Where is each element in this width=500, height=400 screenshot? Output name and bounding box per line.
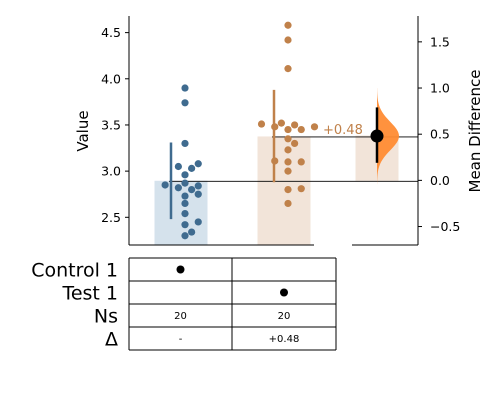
data-point xyxy=(181,84,189,92)
data-point xyxy=(188,185,196,194)
data-point xyxy=(291,121,299,129)
bootstrap-distribution xyxy=(377,87,399,185)
data-point xyxy=(284,167,292,175)
data-point xyxy=(194,218,202,226)
data-point xyxy=(284,199,292,208)
table-n-value: 20 xyxy=(278,311,291,322)
data-point xyxy=(181,232,189,240)
data-point xyxy=(291,139,299,148)
effect-size-point xyxy=(370,129,384,143)
data-point xyxy=(284,146,292,154)
right-axis-tick-label: 0.0 xyxy=(430,173,450,188)
left-axis-tick-label: 4.5 xyxy=(101,25,121,40)
data-point xyxy=(284,185,292,194)
main-plot-area: +0.48 2.5 3.0 3.5 4.0 4.5 −0.5 0.0 0.5 1.0 1.5 xyxy=(101,16,460,246)
table-delta-value: - xyxy=(179,334,183,345)
right-axis-tick-label: 1.5 xyxy=(430,34,450,49)
data-point xyxy=(181,221,189,229)
data-point xyxy=(181,199,189,208)
data-point xyxy=(181,139,189,148)
left-axis-tick-label: 3.0 xyxy=(101,164,121,179)
left-axis-tick-label: 4.0 xyxy=(101,71,121,86)
data-point xyxy=(194,190,202,198)
data-point xyxy=(181,210,189,218)
effect-size-label: +0.48 xyxy=(323,123,363,138)
table-row-label: Δ xyxy=(105,329,118,351)
data-point xyxy=(284,135,292,143)
data-point xyxy=(181,179,189,187)
left-axis-tick-label: 3.5 xyxy=(101,117,121,132)
data-point xyxy=(188,228,196,236)
data-point xyxy=(257,120,266,128)
data-point xyxy=(194,182,202,190)
right-axis-label: Mean Difference xyxy=(466,70,484,193)
data-point xyxy=(310,123,319,131)
table-n-value: 20 xyxy=(174,311,187,322)
data-point xyxy=(181,171,189,179)
table-row-label: Ns xyxy=(94,306,118,328)
right-axis-tick-label: 0.5 xyxy=(430,127,450,142)
data-point xyxy=(161,181,169,189)
table-group-marker xyxy=(176,265,185,274)
table-row-label: Control 1 xyxy=(31,260,118,282)
data-point xyxy=(174,184,182,192)
data-point xyxy=(284,36,292,44)
table-row-label: Test 1 xyxy=(61,283,118,305)
left-axis-tick-label: 2.5 xyxy=(101,210,121,225)
data-point xyxy=(194,160,202,168)
table-delta-value: +0.48 xyxy=(269,334,300,345)
right-axis-tick-label: 1.0 xyxy=(430,81,450,96)
data-point xyxy=(181,99,189,107)
table-group-marker xyxy=(280,288,288,297)
data-point xyxy=(284,21,292,29)
data-point xyxy=(297,125,305,134)
data-point xyxy=(284,125,292,134)
data-point xyxy=(174,162,182,171)
data-point xyxy=(284,158,292,166)
data-point xyxy=(284,65,292,73)
left-axis-label: Value xyxy=(74,110,92,151)
data-point xyxy=(277,119,285,127)
right-axis-tick-label: −0.5 xyxy=(430,219,460,234)
data-point xyxy=(297,158,305,166)
data-point xyxy=(181,192,189,200)
data-point xyxy=(297,185,305,193)
data-point xyxy=(188,164,196,172)
